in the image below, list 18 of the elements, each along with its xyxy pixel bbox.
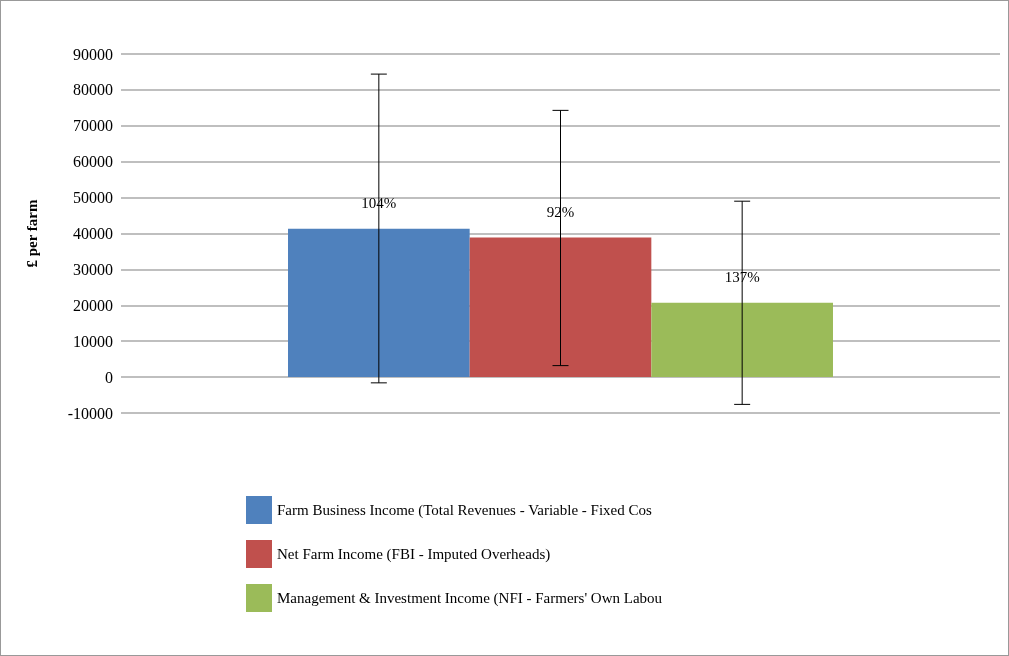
y-tick-label: 40000 <box>73 225 113 242</box>
bar <box>651 302 833 378</box>
legend-label: Farm Business Income (Total Revenues - Variable - Fixed Cos <box>277 502 653 519</box>
y-tick-label: 20000 <box>73 296 113 314</box>
y-tick-label: 10000 <box>73 332 113 350</box>
legend-label: Net Farm Income (FBI - Imputed Overheads) <box>277 546 551 563</box>
y-tick-label: 60000 <box>73 153 113 171</box>
y-tick-label: 90000 <box>73 45 113 63</box>
bar <box>288 228 470 378</box>
y-tick-label: 50000 <box>73 189 113 207</box>
y-tick-label: 70000 <box>73 117 113 135</box>
y-tick-label: -10000 <box>67 404 113 422</box>
bar <box>469 237 652 378</box>
legend-label: Management & Investment Income (NFI - Farmers' Own Labou <box>277 590 663 607</box>
y-tick-label: 30000 <box>73 260 113 278</box>
y-axis-title: £ per farm <box>23 198 40 268</box>
y-tick-label: 0 <box>105 368 113 386</box>
y-tick-label: 80000 <box>73 81 113 99</box>
